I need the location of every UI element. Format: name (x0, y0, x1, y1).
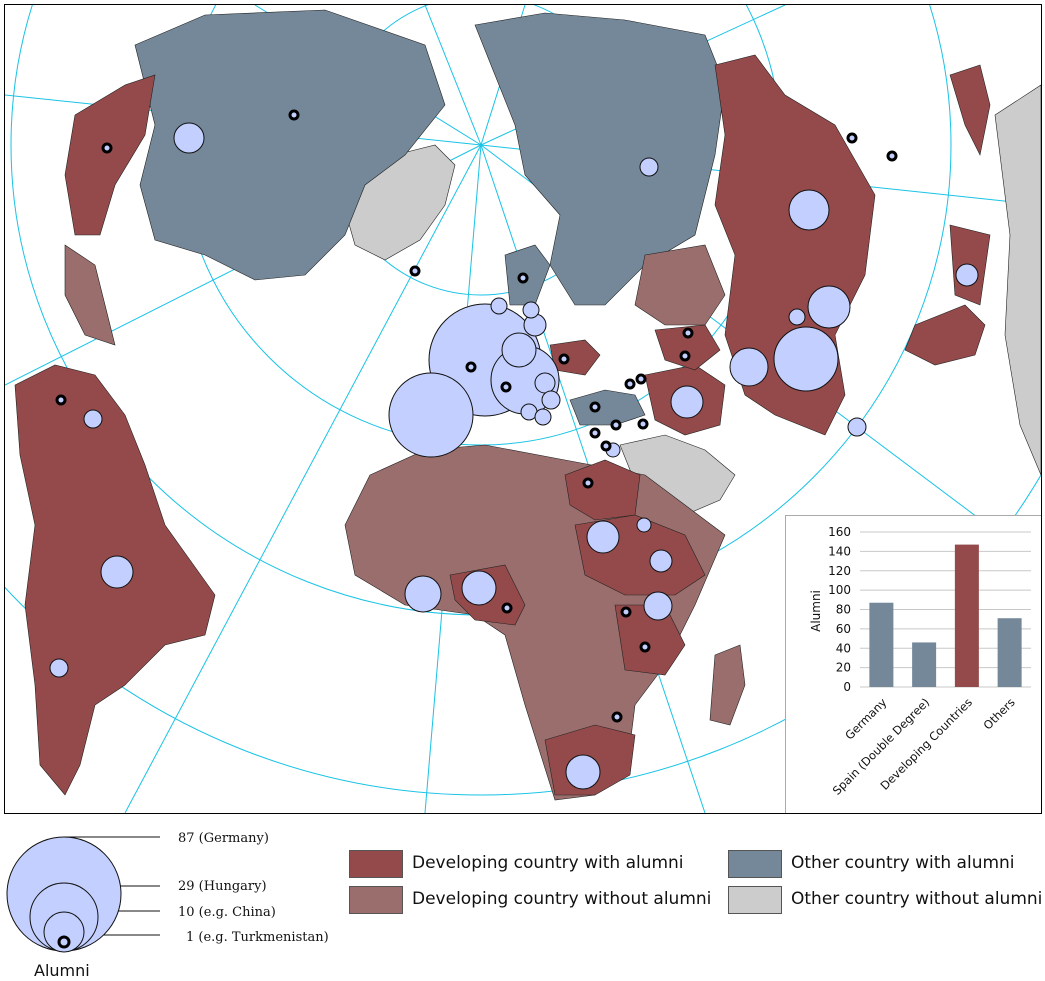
bubble-ghana (404, 575, 442, 613)
single-alumnus-markers (55, 109, 898, 723)
y-tick-label: 40 (836, 641, 851, 655)
map-frame: 0 20 40 60 80 100 120 140 160 Germany Spain (Doub… (4, 4, 1042, 814)
size-circle-10 (43, 911, 85, 953)
mexico (64, 74, 156, 236)
y-tick-label: 140 (828, 544, 851, 558)
bar-germany (869, 602, 894, 687)
caucasus (654, 324, 721, 371)
y-tick-label: 20 (836, 661, 851, 675)
alumni-bar-chart: 0 20 40 60 80 100 120 140 160 Germany Spain (Doub… (785, 515, 1041, 813)
bubble-iran (670, 385, 704, 419)
bubble-pakistan (729, 347, 769, 387)
central-america (64, 244, 116, 346)
bar-chart-y-ticks: 0 20 40 60 80 100 120 140 160 (828, 525, 851, 694)
swatch-developing-without-alumni (349, 886, 403, 914)
alumni-bubbles (49, 122, 979, 790)
bubble-cameroon (461, 570, 497, 606)
x-tick-label: Others (981, 695, 1018, 732)
central-asia (634, 244, 726, 326)
bubble-norway (490, 297, 508, 315)
legend-developing-without-alumni: Developing country without alumni (412, 889, 712, 909)
bubble-mongolia (807, 285, 851, 329)
y-tick-label: 80 (836, 603, 851, 617)
legend-other-without-alumni: Other country without alumni (791, 889, 1043, 909)
swatch-other-without-alumni (728, 886, 782, 914)
y-tick-label: 120 (828, 564, 851, 578)
bar-developing-countries (954, 544, 979, 687)
size-label-germany: 87 (Germany) (178, 831, 269, 846)
bubble-canada (173, 122, 205, 154)
y-tick-label: 60 (836, 622, 851, 636)
legend-other-with-alumni: Other country with alumni (791, 853, 1015, 873)
bubble-colombia (83, 409, 103, 429)
bubble-korea (788, 308, 806, 326)
size-label-china: 10 (e.g. China) (178, 905, 276, 920)
bar-spain-double-degree (912, 642, 937, 687)
y-tick-label: 100 (828, 583, 851, 597)
bubble-brazil (100, 555, 134, 589)
bubble-sudan (586, 520, 620, 554)
bubble-eritrea (649, 549, 673, 573)
bubble-romania (534, 372, 556, 394)
turkey (569, 389, 646, 426)
swatch-developing-with-alumni (349, 850, 403, 878)
bubble-balkans (541, 390, 561, 410)
swatch-other-with-alumni (728, 850, 782, 878)
madagascar (709, 644, 746, 726)
y-tick-label: 160 (828, 525, 851, 539)
legend-developing-with-alumni: Developing country with alumni (412, 853, 684, 873)
legend-area: 87 (Germany) 29 (Hungary) 10 (e.g. China… (0, 815, 1045, 981)
world-map (5, 5, 1041, 813)
southeast-asia (904, 304, 986, 366)
bubble-poland (501, 332, 537, 368)
size-label-turkmenistan: 1 (e.g. Turkmenistan) (186, 930, 329, 945)
bar-chart-y-axis-label: Alumni (809, 590, 823, 632)
bubble-horn (636, 517, 652, 533)
alaska-east-edge (994, 84, 1041, 476)
canada (134, 9, 446, 281)
bubble-baltics-2 (522, 301, 540, 319)
bubble-japan (955, 263, 979, 287)
bubble-greece (534, 408, 552, 426)
size-legend-graphic (6, 836, 160, 953)
bubble-south-africa (565, 754, 601, 790)
size-legend-caption: Alumni (34, 961, 90, 980)
bubble-ethiopia (643, 591, 673, 621)
russia (474, 12, 726, 306)
size-circle-1 (57, 935, 71, 949)
bubble-spain (388, 372, 474, 458)
bar-others (997, 618, 1022, 687)
bubble-philippines (847, 417, 867, 437)
y-tick-label: 0 (843, 680, 851, 694)
bubble-russia (639, 157, 659, 177)
japan (949, 64, 991, 156)
bubble-argentina (49, 658, 69, 678)
size-label-hungary: 29 (Hungary) (178, 879, 267, 894)
bubble-north (788, 189, 830, 231)
china (714, 54, 876, 436)
bar-chart-bars (869, 544, 1022, 687)
bubble-china (773, 326, 839, 392)
